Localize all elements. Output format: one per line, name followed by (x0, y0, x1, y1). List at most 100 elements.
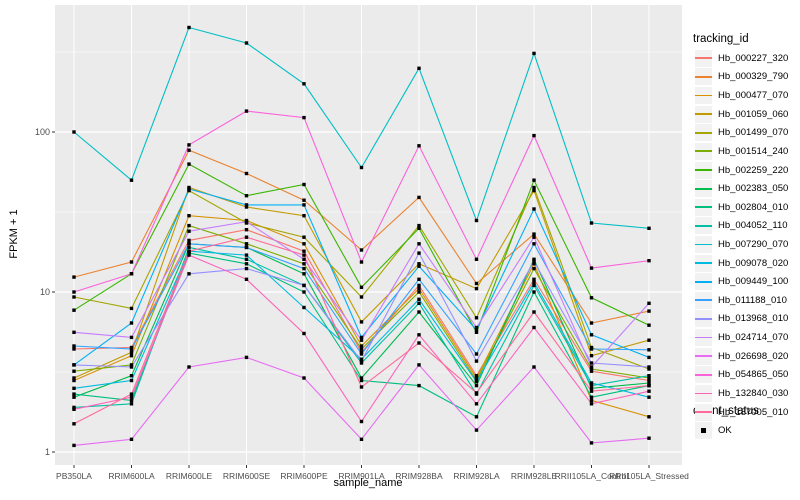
data-point-marker (129, 402, 134, 406)
data-point-marker (72, 308, 76, 312)
data-point-marker (244, 41, 249, 45)
data-point-marker (532, 188, 536, 193)
legend-label: Hb_024714_070 (718, 332, 789, 344)
data-point-marker (129, 374, 134, 378)
data-point-marker (359, 359, 364, 363)
data-point-marker (417, 264, 421, 268)
data-point-marker (72, 290, 76, 294)
data-point-marker (532, 283, 536, 288)
data-point-marker (244, 266, 249, 271)
data-point-marker (474, 330, 479, 334)
data-point-marker (72, 422, 76, 426)
data-point-marker (359, 344, 364, 348)
legend-item-quant-OK: OK (695, 422, 732, 440)
y-tick-label-100: 100 (34, 127, 50, 137)
legend-label: Hb_002259_220 (718, 164, 789, 176)
data-point-marker (187, 272, 191, 276)
data-point-marker (302, 242, 306, 246)
data-point-marker (302, 283, 306, 288)
data-point-marker (417, 223, 421, 228)
data-point-marker (302, 305, 306, 310)
data-point-marker (129, 178, 134, 182)
x-tick-label-RRIM600LA: RRIM600LA (108, 471, 155, 481)
legend-item-Hb_002259_220: Hb_002259_220 (695, 161, 788, 179)
data-point-marker (302, 253, 306, 257)
data-point-marker (647, 436, 651, 440)
data-point-marker (302, 214, 306, 218)
data-point-marker (532, 207, 536, 211)
data-point-marker (647, 301, 651, 305)
data-point-marker (417, 297, 421, 301)
data-point-marker (589, 221, 594, 225)
data-point-marker (129, 350, 134, 354)
data-point-marker (244, 277, 249, 281)
legend-label: Hb_007290_070 (718, 239, 789, 250)
data-point-marker (72, 330, 76, 334)
data-point-marker (72, 347, 76, 351)
data-point-marker (417, 363, 421, 367)
data-point-marker (244, 220, 249, 224)
data-point-marker (72, 344, 76, 348)
data-point-marker (72, 275, 76, 279)
data-point-marker (474, 415, 479, 419)
data-point-marker (647, 383, 651, 388)
legend-item-Hb_187005_010: Hb_187005_010 (695, 403, 788, 421)
data-point-marker (129, 378, 134, 383)
data-point-marker (589, 333, 594, 337)
data-point-marker (72, 407, 76, 411)
data-point-marker (589, 361, 594, 365)
data-point-marker (129, 365, 134, 369)
data-point-marker (359, 165, 364, 170)
data-point-marker (589, 398, 594, 403)
data-point-marker (187, 187, 191, 191)
legend-item-Hb_132840_030: Hb_132840_030 (695, 384, 788, 402)
data-point-marker (129, 347, 134, 351)
legend-label: Hb_187005_010 (718, 406, 789, 418)
data-point-marker (359, 361, 364, 365)
data-point-marker (187, 143, 191, 147)
data-point-marker (647, 355, 651, 360)
data-point-marker (417, 283, 421, 288)
x-tick-label-RRIM600LE: RRIM600LE (165, 471, 213, 481)
legend-key-line-icon (695, 68, 712, 86)
x-tick-label-RRIM928BA: RRIM928BA (395, 471, 443, 481)
data-point-marker (187, 249, 191, 253)
legend-item-Hb_000329_790: Hb_000329_790 (695, 68, 788, 86)
data-point-marker (359, 385, 364, 389)
data-point-marker (302, 82, 306, 86)
data-point-marker (302, 235, 306, 239)
data-point-marker (302, 290, 306, 294)
y-tick-label-1: 1 (44, 447, 50, 457)
data-point-marker (359, 320, 364, 324)
data-point-marker (129, 437, 134, 441)
legend-item-Hb_026698_020: Hb_026698_020 (695, 347, 788, 365)
legend-key-line-icon (695, 236, 712, 253)
data-point-marker (647, 338, 651, 342)
data-point-marker (302, 257, 306, 261)
legend-item-Hb_054865_050: Hb_054865_050 (695, 366, 788, 384)
data-point-marker (359, 347, 364, 351)
data-point-marker (359, 357, 364, 361)
data-point-marker (474, 402, 479, 406)
data-point-marker (359, 248, 364, 252)
legend-label: Hb_002383_050 (718, 183, 789, 195)
legend-key-line-icon (695, 403, 712, 421)
legend-label: Hb_026698_020 (718, 350, 789, 362)
legend-item-Hb_009449_100: Hb_009449_100 (695, 273, 788, 291)
legend-key-line-icon (695, 329, 712, 347)
data-point-marker (474, 328, 479, 332)
legend-item-Hb_024714_070: Hb_024714_070 (695, 329, 788, 347)
data-point-marker (417, 301, 421, 305)
data-point-marker (72, 443, 76, 448)
legend-label: Hb_004052_110 (718, 220, 788, 232)
legend-label: Hb_000227_320 (718, 52, 789, 64)
data-point-marker (302, 249, 306, 253)
data-point-marker (187, 242, 191, 246)
data-point-marker (187, 162, 191, 166)
data-point-marker (244, 228, 249, 232)
data-point-marker (532, 325, 536, 330)
legend-key-line-icon (695, 49, 712, 67)
data-point-marker (474, 380, 479, 384)
